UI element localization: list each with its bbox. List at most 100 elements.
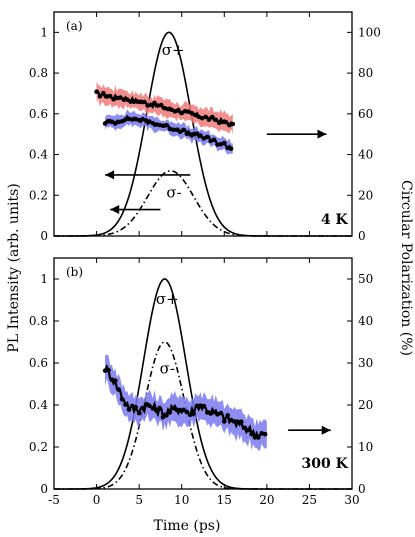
x-tick-label: 25 [302,493,317,507]
polarization-point [116,119,122,125]
polarization-point [119,118,125,124]
y-tick-label-left: 0.2 [29,440,48,454]
polarization-point [262,431,268,437]
polarization-point [186,109,191,115]
polarization-point [133,405,139,410]
polarization-point [106,119,111,124]
y-tick-label-left: 1 [40,272,48,286]
y-tick-label-left: 0.8 [29,314,48,328]
polarization-point [164,122,169,128]
polarization-point [136,410,142,416]
polarization-point [187,132,193,137]
polarization-point [177,129,183,135]
polarization-point [191,131,196,137]
sigma-minus-annotation: σ- [166,183,181,201]
polarization-point [225,413,230,418]
polarization-point [158,102,164,108]
panel-a: 0 0.2 0.4 0.6 0.8 1 0 20 40 60 80 100 (a) 4 K σ+ σ- [29,11,381,243]
y-tick-label-right: 20 [358,398,373,412]
polarization-error-band [105,354,267,451]
polarization-point [256,435,261,440]
polarization-point [157,405,162,411]
y-tick-label-right: 20 [358,188,373,202]
polarization-point [104,94,110,99]
polarization-point [113,378,118,383]
polarization-point [239,419,244,425]
polarization-point [203,114,208,120]
polarization-point [211,137,217,143]
sigma-minus-curve [54,170,352,237]
polarization-point [114,95,120,101]
polarization-point [130,117,135,122]
polarization-point [220,119,225,125]
polarization-point [155,103,161,108]
panel-b: -5 0 5 10 15 20 25 3000.20.40.60.8101020304050(… [29,257,373,507]
y-tick-label-right: 100 [358,25,381,39]
y-tick-label-left: 0.4 [29,148,48,162]
sigma-plus-annotation: σ+ [156,290,179,308]
polarization-point [182,108,188,114]
polarization-point [147,403,152,409]
polarization-point [177,407,183,413]
polarization-point [223,119,229,125]
y-tick-label-left: 0.6 [29,356,48,370]
polarization-point [179,110,185,116]
y-tick-label-left: 0.2 [29,188,48,202]
y-tick-label-right: 10 [358,440,373,454]
polarization-point [109,119,115,125]
polarization-point [153,408,159,413]
polarization-point [211,409,217,415]
polarization-point [174,127,179,133]
polarization-point [106,367,111,373]
y-axis-label-left: PL Intensity (arb. units) [6,183,22,352]
polarization-point [141,99,147,105]
polarization-point [194,403,200,409]
y-tick-label-left: 0 [40,482,48,496]
polarization-point [221,140,227,146]
polarization-point [174,407,179,412]
polarization-point [101,90,106,96]
polarization-point [228,146,234,151]
polarization-point [135,99,140,104]
x-tick-label: 20 [259,493,274,507]
x-tick-label: 30 [344,493,359,507]
y-tick-label-right: 80 [358,66,373,80]
polarization-point [242,425,248,431]
polarization-point [102,121,108,126]
polarization-point [221,419,227,424]
polarization-point [118,95,123,100]
polarization-point [235,419,241,424]
polarization-point [252,434,258,440]
polarization-point [249,431,254,437]
y-tick-label-right: 50 [358,272,373,286]
plot-frame [53,11,353,237]
polarization-point [97,93,103,99]
polarization-point [198,133,203,138]
polarization-point [148,102,154,108]
polarization-point [206,117,212,122]
y-tick-label-right: 0 [358,229,366,243]
polarization-point [131,99,137,105]
x-axis-label: Time (ps) [154,518,221,534]
polarization-point [176,107,181,113]
sigma-minus-curve [54,341,352,490]
polarization-point [138,99,144,105]
arrow-head [110,205,120,215]
polarization-point [245,427,251,433]
y-axis-label-right: Circular Polarization (%) [398,180,414,356]
polarization-point [181,127,186,133]
polarization-point [230,121,236,127]
polarization-point [225,145,230,151]
panel-label: (b) [66,265,83,279]
polarization-point [170,127,176,133]
polarization-point [153,122,159,127]
polarization-point [128,99,133,104]
polarization-point [193,112,198,118]
x-tick-label: 10 [174,493,189,507]
polarization-point [169,107,174,113]
polarization-point [213,117,219,123]
polarization-point [164,413,169,418]
sigma-plus-annotation: σ+ [162,41,185,59]
polarization-point [189,111,195,116]
y-tick-label-right: 40 [358,148,373,162]
